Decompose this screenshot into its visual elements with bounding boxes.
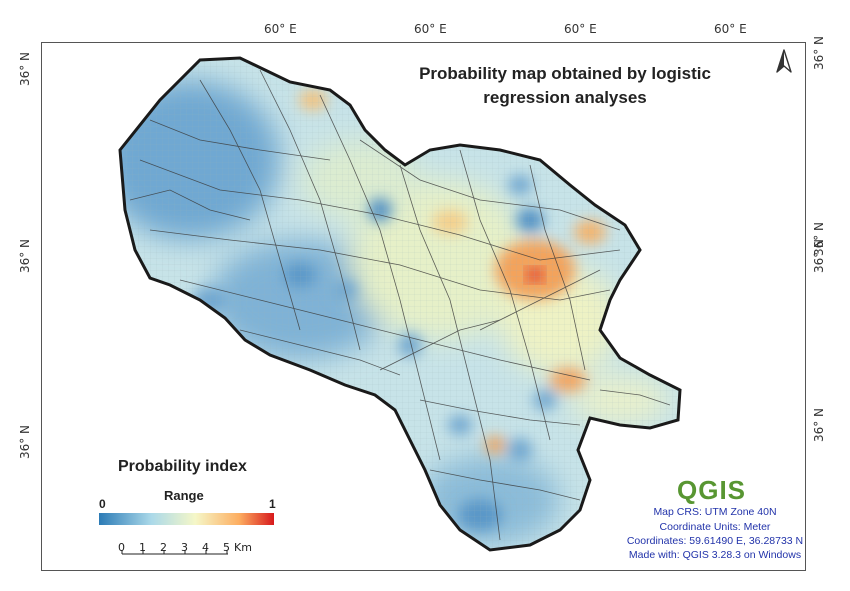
scale-unit-label: Km bbox=[234, 541, 252, 554]
scale-tick-label: 0 bbox=[118, 541, 125, 554]
legend-title: Probability index bbox=[118, 458, 247, 475]
coordinate-units-text: Coordinate Units: Meter bbox=[659, 521, 771, 533]
legend-max-label: 1 bbox=[269, 497, 276, 511]
legend-min-label: 0 bbox=[99, 497, 106, 511]
lon-label: 60° E bbox=[564, 22, 597, 36]
scale-tick-label: 4 bbox=[202, 541, 209, 554]
made-with-text: Made with: QGIS 3.28.3 on Windows bbox=[628, 549, 802, 561]
city-boundary bbox=[118, 56, 682, 552]
scale-tick-label: 5 bbox=[223, 541, 230, 554]
north-arrow-icon bbox=[776, 49, 792, 73]
map-crs-text: Map CRS: UTM Zone 40N bbox=[653, 506, 777, 518]
map-title: Probability map obtained by logistic reg… bbox=[419, 64, 711, 107]
legend-subtitle: Range bbox=[164, 488, 204, 503]
scale-tick-label: 3 bbox=[181, 541, 188, 554]
qgis-logo: QGIS bbox=[677, 475, 747, 505]
lon-label: 60° E bbox=[714, 22, 747, 36]
lon-label: 60° E bbox=[264, 22, 297, 36]
scale-tick-label: 1 bbox=[139, 541, 146, 554]
scale-bar bbox=[121, 550, 228, 555]
scale-tick-label: 2 bbox=[160, 541, 167, 554]
lon-label: 60° E bbox=[414, 22, 447, 36]
legend-color-ramp bbox=[99, 513, 274, 525]
coordinates-text: Coordinates: 59.61490 E, 36.28733 N bbox=[626, 535, 804, 547]
